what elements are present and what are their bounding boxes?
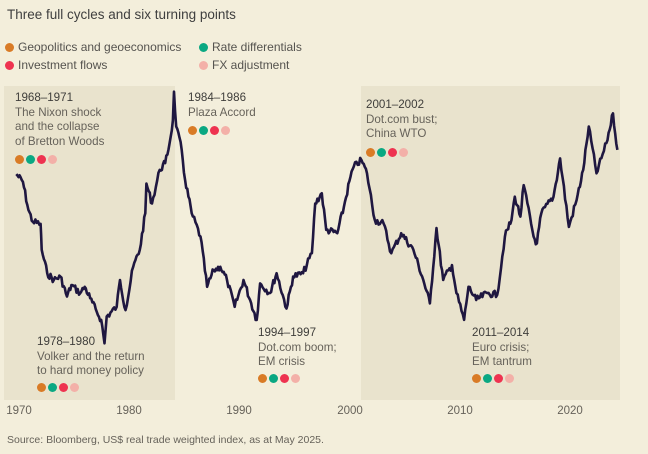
pink-dot — [70, 382, 79, 392]
green-dot — [199, 126, 208, 136]
annotation-line: Plaza Accord — [188, 105, 256, 119]
orange-dot — [258, 373, 267, 383]
x-tick-1990: 1990 — [226, 405, 252, 417]
x-tick-1970: 1970 — [6, 405, 32, 417]
shaded-period-1968-1984 — [4, 86, 175, 400]
red-dot — [59, 382, 68, 392]
legend-label: Geopolitics and geoeconomics — [18, 40, 182, 54]
annotation-years: 2001–2002 — [366, 98, 425, 111]
annotation-years: 1978–1980 — [37, 335, 96, 348]
orange-dot — [366, 147, 375, 157]
green-dot — [48, 382, 57, 392]
legend-label: Rate differentials — [212, 40, 302, 54]
pink-dot — [291, 373, 300, 383]
chart-title: Three full cycles and six turning points — [7, 7, 236, 22]
annotation-line: Volker and the return — [37, 349, 145, 363]
annotation-line: EM tantrum — [472, 355, 532, 369]
annotation-line: Dot.com bust; — [366, 112, 438, 126]
legend-label: FX adjustment — [212, 58, 290, 72]
driver-dots — [188, 126, 256, 136]
orange-dot — [15, 155, 24, 165]
shaded-period-2001-2024 — [361, 86, 620, 400]
x-tick-2000: 2000 — [337, 405, 363, 417]
legend-item-rate-differentials: Rate differentials — [199, 40, 302, 54]
annotation-line: Euro crisis; — [472, 340, 530, 354]
x-tick-2020: 2020 — [557, 405, 583, 417]
orange-dot — [188, 126, 197, 136]
annotation-1984-1986: 1984–1986 Plaza Accord — [188, 91, 256, 136]
annotation-line: to hard money policy — [37, 364, 144, 378]
legend-item-investment-flows: Investment flows — [5, 58, 107, 72]
driver-dots — [258, 373, 337, 383]
annotation-line: of Bretton Woods — [15, 134, 105, 148]
source-note: Source: Bloomberg, US$ real trade weight… — [7, 434, 324, 446]
annotation-2011-2014: 2011–2014 Euro crisis; EM tantrum — [472, 326, 532, 383]
series-line-usd-index — [15, 90, 619, 345]
annotation-2001-2002: 2001–2002 Dot.com bust; China WTO — [366, 98, 438, 157]
annotation-years: 1984–1986 — [188, 91, 247, 104]
annotation-years: 1994–1997 — [258, 326, 317, 339]
green-dot — [26, 155, 35, 165]
x-tick-1980: 1980 — [116, 405, 142, 417]
red-dot — [388, 147, 397, 157]
legend-dot-green — [199, 42, 208, 52]
driver-dots — [15, 155, 104, 165]
pink-dot — [505, 373, 514, 383]
annotation-line: Dot.com boom; — [258, 340, 337, 354]
green-dot — [483, 373, 492, 383]
x-tick-2010: 2010 — [447, 405, 473, 417]
pink-dot — [221, 126, 230, 136]
pink-dot — [48, 155, 57, 165]
legend-item-geopolitics: Geopolitics and geoeconomics — [5, 40, 181, 54]
red-dot — [494, 373, 503, 383]
green-dot — [269, 373, 278, 383]
legend-dot-pink — [199, 60, 208, 70]
annotation-line: The Nixon shock — [15, 105, 102, 119]
annotation-1968-1971: 1968–1971 The Nixon shock and the collap… — [15, 91, 105, 165]
driver-dots — [37, 382, 145, 392]
annotation-line: China WTO — [366, 127, 427, 141]
red-dot — [210, 126, 219, 136]
driver-dots — [472, 373, 532, 383]
driver-dots — [366, 147, 438, 157]
red-dot — [280, 373, 289, 383]
annotation-line: EM crisis — [258, 355, 306, 369]
annotation-1978-1980: 1978–1980 Volker and the return to hard … — [37, 335, 145, 392]
legend-dot-orange — [5, 42, 14, 52]
red-dot — [37, 155, 46, 165]
annotation-years: 2011–2014 — [472, 326, 530, 339]
green-dot — [377, 147, 386, 157]
annotation-1994-1997: 1994–1997 Dot.com boom; EM crisis — [258, 326, 337, 383]
pink-dot — [399, 147, 408, 157]
orange-dot — [472, 373, 481, 383]
orange-dot — [37, 382, 46, 392]
legend-item-fx-adjustment: FX adjustment — [199, 58, 289, 72]
legend-label: Investment flows — [18, 58, 108, 72]
annotation-years: 1968–1971 — [15, 91, 74, 104]
annotation-line: and the collapse — [15, 120, 100, 134]
legend-dot-red — [5, 60, 14, 70]
